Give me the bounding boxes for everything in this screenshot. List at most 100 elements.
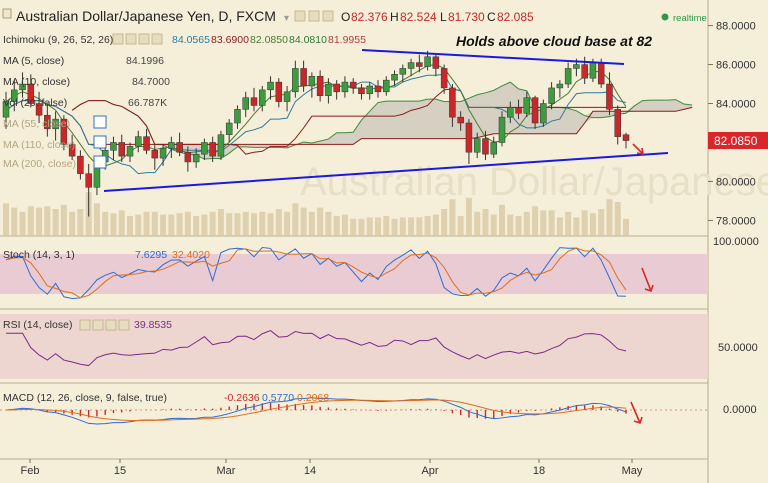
- ma5-label[interactable]: MA (5, close): [3, 55, 64, 67]
- settings-icon[interactable]: [294, 10, 306, 22]
- candle-up: [308, 75, 316, 87]
- volume-bar: [52, 209, 59, 236]
- candle-up: [292, 68, 299, 93]
- rsi-label[interactable]: RSI (14, close): [3, 319, 72, 331]
- rsi-value: 39.8535: [134, 319, 172, 331]
- stoch-legend: Stoch (14, 3, 1) 7.6295 32.4020: [3, 249, 210, 261]
- candle-up: [383, 79, 390, 93]
- candle-down: [209, 142, 216, 157]
- close-icon[interactable]: [118, 319, 130, 331]
- kijun-line: [5, 88, 626, 155]
- collapse-icon[interactable]: [2, 8, 12, 19]
- volume-bar: [623, 218, 629, 236]
- volume-bar: [27, 206, 34, 236]
- candle-up: [523, 97, 531, 114]
- close-value: 82.085: [497, 10, 534, 24]
- time-tick-label: Feb: [21, 465, 40, 477]
- candle-down: [614, 109, 621, 137]
- candle-up: [201, 142, 208, 155]
- candle-up: [341, 81, 349, 93]
- ichimoku-label[interactable]: Ichimoku (9, 26, 52, 26): [3, 34, 113, 46]
- volume-bar: [69, 211, 76, 236]
- more-icon[interactable]: [105, 319, 117, 331]
- candle-up: [192, 153, 200, 163]
- header-bar: Australian Dollar/Japanese Yen, D, FXCM …: [2, 8, 707, 24]
- volume-bar: [209, 211, 216, 236]
- volume-bar: [259, 211, 266, 236]
- volume-bar: [507, 214, 514, 236]
- volume-bar: [184, 211, 191, 236]
- visibility-icon[interactable]: [308, 10, 320, 22]
- volume-bar: [3, 203, 9, 236]
- volume-bar: [135, 214, 142, 236]
- ichimoku-value-3: 82.0850: [250, 34, 288, 46]
- stoch-lines: [5, 247, 627, 300]
- volume-bar: [317, 207, 324, 236]
- ichimoku-lines: [5, 64, 627, 175]
- settings-icon[interactable]: [112, 33, 124, 45]
- low-label: L: [440, 10, 447, 24]
- ma10-value: 84.7000: [132, 76, 170, 88]
- volume-bar: [11, 207, 18, 236]
- volume-bar: [251, 213, 257, 236]
- volume-label[interactable]: Vol (20, false): [3, 97, 67, 109]
- candle-down: [606, 83, 613, 110]
- stoch-label[interactable]: Stoch (14, 3, 1): [3, 249, 75, 261]
- chart-title: Australian Dollar/Japanese Yen, D, FXCM: [16, 8, 276, 24]
- price-badge-value: 82.0850: [714, 134, 758, 148]
- close-icon[interactable]: [151, 33, 163, 45]
- volume-bar: [226, 213, 233, 236]
- time-axis: Feb 15 Mar 14 Apr 18 May: [21, 459, 643, 477]
- volume-bar: [151, 211, 158, 236]
- volume-bar: [102, 211, 109, 236]
- candle-down: [151, 150, 159, 159]
- candle-down: [432, 56, 440, 69]
- visibility-icon[interactable]: [92, 319, 104, 331]
- more-icon[interactable]: [138, 33, 150, 45]
- volume-bar: [118, 210, 125, 236]
- visibility-icon[interactable]: [125, 33, 137, 45]
- settings-dropdown-icon[interactable]: ▾: [284, 13, 289, 24]
- candle-up: [399, 68, 407, 75]
- candle-up: [283, 91, 291, 102]
- volume-bar: [308, 211, 315, 236]
- ichimoku-controls[interactable]: [112, 33, 163, 45]
- volume-bar: [565, 211, 572, 236]
- high-value: 82.524: [400, 10, 437, 24]
- price-tick-label: 84.0000: [716, 99, 756, 111]
- candles: [2, 50, 630, 217]
- macd-label[interactable]: MACD (12, 26, close, 9, false, true): [3, 392, 167, 404]
- time-tick-label: 18: [533, 465, 545, 477]
- marker-icon: [93, 135, 107, 149]
- close-icon[interactable]: [322, 10, 334, 22]
- ma110-label[interactable]: MA (110, close): [3, 139, 75, 151]
- ma55-label[interactable]: MA (55, close): [3, 118, 70, 130]
- volume-bar: [127, 216, 133, 236]
- volume-bar: [548, 210, 555, 236]
- settings-icon[interactable]: [79, 319, 91, 331]
- candle-down: [68, 144, 76, 157]
- volume-bar: [19, 211, 26, 236]
- candle-up: [126, 146, 134, 157]
- candle-up: [217, 134, 225, 157]
- candle-up: [2, 101, 10, 118]
- candle-down: [35, 103, 43, 116]
- candle-down: [85, 173, 92, 188]
- volume-bar: [375, 217, 381, 236]
- candle-down: [300, 68, 307, 87]
- stoch-d-line: [5, 247, 627, 299]
- upper-trendline: [361, 49, 625, 65]
- volume-bar: [242, 211, 249, 236]
- rsi-line: [6, 330, 627, 367]
- candle-up: [498, 116, 506, 143]
- candle-up: [225, 122, 233, 135]
- rsi-line: [6, 330, 627, 367]
- price-tick-label: 78.0000: [716, 215, 756, 227]
- candle-up: [325, 83, 332, 96]
- candle-down: [449, 87, 456, 118]
- ma200-label[interactable]: MA (200, close): [3, 158, 76, 170]
- ma10-label[interactable]: MA (10, close): [3, 76, 70, 88]
- candle-up: [564, 68, 572, 85]
- macd-value-3: 0.2068: [297, 392, 329, 404]
